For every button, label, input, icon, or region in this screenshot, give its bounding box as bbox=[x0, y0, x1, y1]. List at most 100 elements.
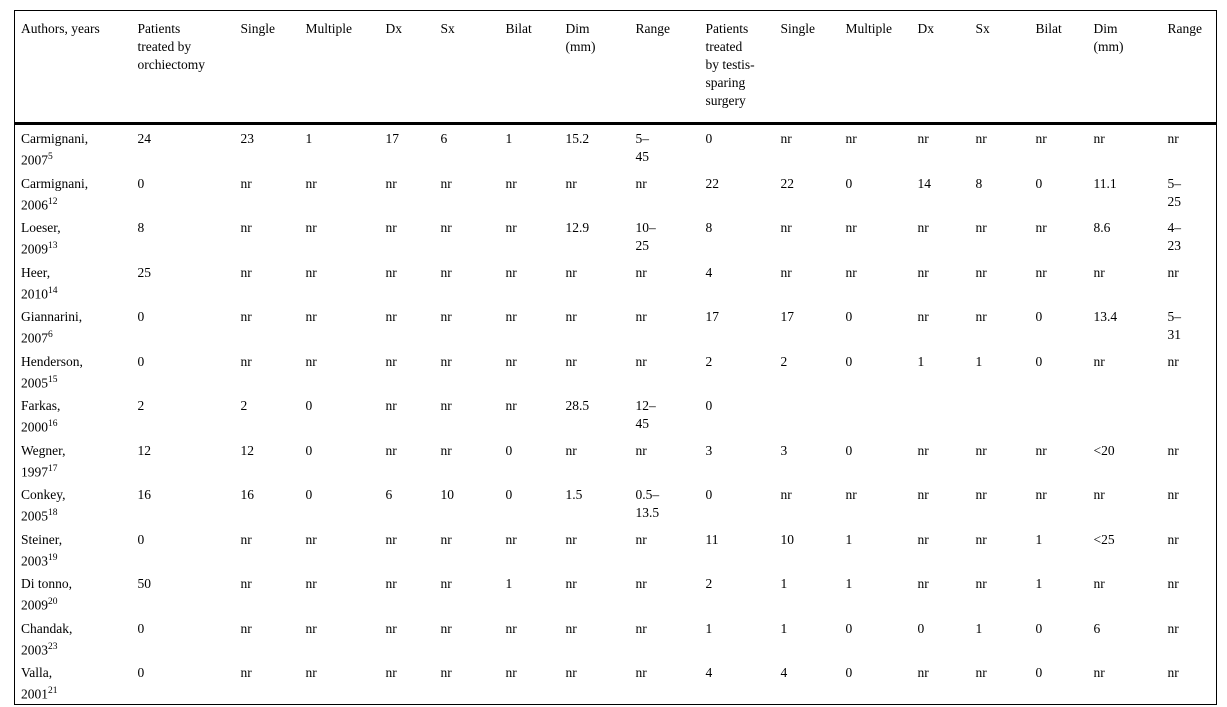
cell-value: 25 bbox=[137, 264, 152, 280]
cell-value: 2 bbox=[705, 576, 713, 591]
column-header-label: Patients treated by orchiectomy bbox=[137, 21, 205, 72]
cell-value: nr bbox=[240, 175, 252, 191]
table-body: Carmignani, 20075 24 23 1 17 6 1 15.2 5–45 0 nr nr nr… bbox=[15, 124, 1217, 705]
tss-single-cell: 2 bbox=[781, 348, 846, 393]
author-year: 2005 bbox=[21, 375, 48, 390]
cell-value: nr bbox=[440, 309, 452, 324]
reference-superscript: 12 bbox=[48, 196, 58, 207]
column-header-label: Range bbox=[635, 21, 671, 36]
cell-value: nr bbox=[505, 353, 517, 369]
table-row: Wegner, 199717 12 12 0 nr nr 0 nr nr 3 3 0 nr nr nr <20 n… bbox=[15, 437, 1217, 482]
reference-superscript: 5 bbox=[48, 152, 53, 162]
table-row: Valla, 200121 0 nr nr nr nr nr nr nr 4 4 0 nr nr 0 nr nr bbox=[15, 659, 1217, 704]
cell-value: 0 bbox=[305, 487, 313, 502]
patients-orchiectomy-cell: 8 bbox=[138, 214, 241, 259]
patients-tss-cell: 4 bbox=[706, 659, 781, 704]
cell-value: nr bbox=[505, 264, 517, 280]
cell-value: nr bbox=[1167, 576, 1179, 591]
cell-value: nr bbox=[440, 442, 452, 458]
tss-range-cell: nr bbox=[1168, 348, 1217, 393]
cell-value: nr bbox=[917, 665, 929, 680]
cell-value: nr bbox=[440, 576, 452, 591]
cell-value: 0 bbox=[137, 620, 145, 636]
cell-value: 8.6 bbox=[1093, 220, 1111, 235]
tss-range-cell: nr bbox=[1168, 437, 1217, 482]
cell-value: nr bbox=[240, 353, 252, 369]
orchiectomy-sx-cell: nr bbox=[441, 526, 506, 571]
orchiectomy-multiple-cell: nr bbox=[306, 659, 386, 704]
tss-dx-cell: nr bbox=[918, 437, 976, 482]
cell-value: 0 bbox=[1035, 175, 1043, 191]
orchiectomy-sx-cell: nr bbox=[441, 214, 506, 259]
tss-single-cell: nr bbox=[781, 124, 846, 170]
tss-sx-cell: 1 bbox=[976, 615, 1036, 660]
tss-single-cell: 4 bbox=[781, 659, 846, 704]
tss-multiple-cell: 0 bbox=[846, 303, 918, 348]
cell-value: 5–45 bbox=[635, 131, 650, 164]
cell-value: nr bbox=[385, 264, 397, 280]
patients-tss-cell: 11 bbox=[706, 526, 781, 571]
author-year: 1997 bbox=[21, 464, 48, 479]
patients-tss-cell: 17 bbox=[706, 303, 781, 348]
tss-bilat-cell: 1 bbox=[1036, 526, 1094, 571]
tss-single-cell: nr bbox=[781, 481, 846, 526]
cell-value: nr bbox=[505, 220, 517, 235]
cell-value: nr bbox=[917, 487, 929, 502]
orchiectomy-multiple-cell: nr bbox=[306, 259, 386, 304]
cell-value: nr bbox=[440, 175, 452, 191]
orchiectomy-bilat-cell: nr bbox=[506, 526, 566, 571]
author-cell: Heer, 201014 bbox=[15, 259, 138, 304]
orchiectomy-dx-cell: nr bbox=[386, 659, 441, 704]
column-header-label: Dx bbox=[917, 21, 935, 36]
orchiectomy-multiple-cell: nr bbox=[306, 570, 386, 615]
tss-sx-cell bbox=[976, 392, 1036, 437]
cell-value: 10 bbox=[780, 531, 795, 547]
tss-dx-cell: nr bbox=[918, 124, 976, 170]
cell-value: nr bbox=[305, 531, 317, 547]
cell-value: 28.5 bbox=[565, 398, 590, 413]
tss-dx-cell bbox=[918, 392, 976, 437]
column-header-13: Dx bbox=[917, 10, 976, 125]
patients-orchiectomy-cell: 12 bbox=[138, 437, 241, 482]
author-name: Conkey, bbox=[21, 487, 66, 502]
cell-value: 1 bbox=[845, 576, 853, 591]
orchiectomy-dim-cell: nr bbox=[566, 170, 636, 215]
cell-value: 0 bbox=[1035, 353, 1043, 369]
patients-orchiectomy-cell: 16 bbox=[138, 481, 241, 526]
tss-bilat-cell: 0 bbox=[1036, 303, 1094, 348]
author-year: 2009 bbox=[21, 241, 48, 257]
cell-value: 0 bbox=[1035, 665, 1043, 680]
cell-value: 6 bbox=[385, 487, 393, 502]
author-cell: Valla, 200121 bbox=[15, 659, 138, 704]
tss-range-cell: nr bbox=[1168, 259, 1217, 304]
cell-value: nr bbox=[635, 353, 647, 369]
orchiectomy-dx-cell: nr bbox=[386, 437, 441, 482]
tss-sx-cell: nr bbox=[976, 124, 1036, 170]
cell-value: 4 bbox=[780, 665, 788, 680]
column-header-label: Dx bbox=[385, 21, 403, 36]
tss-sx-cell: 8 bbox=[976, 170, 1036, 215]
tss-sx-cell: nr bbox=[976, 481, 1036, 526]
author-year: 2009 bbox=[21, 597, 48, 613]
orchiectomy-dim-cell: nr bbox=[566, 570, 636, 615]
author-cell: Giannarini, 20076 bbox=[15, 303, 138, 348]
reference-superscript: 6 bbox=[48, 330, 53, 340]
tss-dim-cell: <20 bbox=[1094, 437, 1168, 482]
author-name: Chandak, bbox=[21, 620, 73, 636]
orchiectomy-range-cell: 12–45 bbox=[636, 392, 706, 437]
cell-value: 50 bbox=[137, 576, 152, 591]
cell-value: 22 bbox=[780, 175, 795, 191]
table-row: Heer, 201014 25 nr nr nr nr nr nr nr 4 nr nr nr nr nr nr… bbox=[15, 259, 1217, 304]
cell-value: nr bbox=[385, 220, 397, 235]
cell-value: 17 bbox=[385, 131, 400, 146]
table-row: Carmignani, 20075 24 23 1 17 6 1 15.2 5–45 0 nr nr nr… bbox=[15, 124, 1217, 170]
orchiectomy-range-cell: nr bbox=[636, 170, 706, 215]
cell-value: 4 bbox=[705, 665, 713, 680]
column-header-label: Bilat bbox=[1035, 21, 1062, 36]
cell-value: nr bbox=[635, 264, 647, 280]
orchiectomy-bilat-cell: nr bbox=[506, 615, 566, 660]
cell-value: nr bbox=[975, 442, 987, 458]
orchiectomy-multiple-cell: 1 bbox=[306, 124, 386, 170]
cell-value: nr bbox=[1093, 576, 1105, 591]
cell-value: nr bbox=[635, 175, 647, 191]
